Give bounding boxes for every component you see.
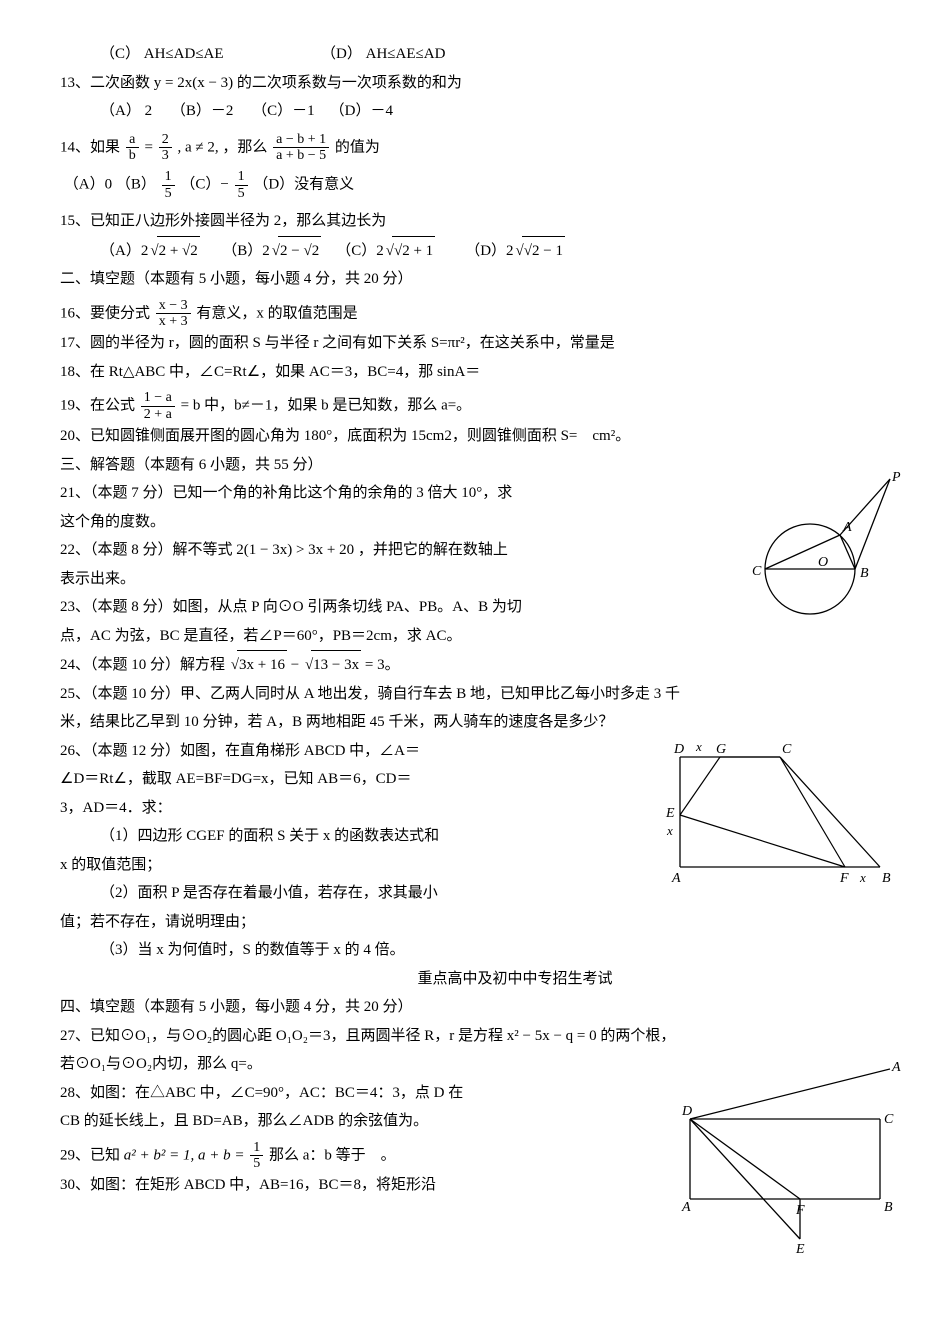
q15-stem: 15、已知正八边形外接圆半径为 2，那么其边长为 — [60, 207, 890, 236]
q25a: 25、（本题 10 分）甲、乙两人同时从 A 地出发，骑自行车去 B 地，已知甲… — [60, 680, 890, 709]
q14-frac3: a − b + 1a + b − 5 — [273, 132, 329, 164]
q19: 19、在公式 1 − a2 + a = b 中，b≠－1，如果 b 是已知数，那… — [60, 390, 890, 422]
q30: 30、如图：在矩形 ABCD 中，AB=16，BC＝8，将矩形沿 — [60, 1171, 890, 1200]
q13-c: （C）－1 — [252, 103, 315, 119]
q15-c-pre: （C） — [336, 243, 376, 259]
q20: 20、已知圆锥侧面展开图的圆心角为 180°，底面积为 15cm2，则圆锥侧面积… — [60, 422, 890, 451]
q19-lead: 19、在公式 — [60, 398, 135, 414]
q26f: （2）面积 P 是否存在着最小值，若存在，求其最小 — [60, 879, 890, 908]
q14-c: （C）− — [180, 177, 228, 193]
q13-stem: 13、二次函数 y = 2x(x − 3) 的二次项系数与一次项系数的和为 — [60, 69, 890, 98]
q19-frac: 1 − a2 + a — [141, 390, 175, 422]
q14-mid: ，那么 — [222, 139, 267, 155]
q14-a: （A）0 — [64, 177, 112, 193]
q26e: x 的取值范围； — [60, 851, 890, 880]
q29-expr: a² + b² = 1, a + b = — [124, 1147, 248, 1163]
q21b: 这个角的度数。 — [60, 508, 890, 537]
section-2: 二、填空题（本题有 5 小题，每小题 4 分，共 20 分） — [60, 265, 890, 294]
q26h: （3）当 x 为何值时，S 的数值等于 x 的 4 倍。 — [60, 936, 890, 965]
q15-b-sqrt: 2 − √2 — [272, 236, 321, 266]
q15-a-sqrt: 2 + √2 — [150, 236, 199, 266]
q14-frac1: ab — [126, 132, 139, 164]
q15-options: （A）22 + √2 （B）22 − √2 （C）2√2 + 1 （D）2√2 … — [60, 236, 890, 266]
q14-options: （A）0 （B） 15 （C）− 15 （D）没有意义 — [60, 169, 890, 201]
q13-a: （A） 2 — [100, 103, 152, 119]
q21a: 21、（本题 7 分）已知一个角的补角比这个角的余角的 3 倍大 10°，求 — [60, 479, 890, 508]
svg-text:A: A — [681, 1200, 691, 1215]
q15-d-pre: （D） — [465, 243, 506, 259]
q16-tail: 有意义，x 的取值范围是 — [196, 305, 357, 321]
q14-stem: 14、如果 ab = 23 , a ≠ 2, ，那么 a − b + 1a + … — [60, 132, 890, 164]
q14-tail: 的值为 — [335, 139, 380, 155]
q24-r2: 13 − 3x — [305, 650, 361, 680]
q23b: 点，AC 为弦，BC 是直径，若∠P＝60°，PB＝2cm，求 AC。 — [60, 622, 890, 651]
svg-text:F: F — [795, 1203, 805, 1218]
q15-a-pre: （A） — [100, 243, 141, 259]
q14-eq: = — [145, 139, 157, 155]
q14-b-frac: 15 — [162, 169, 175, 201]
q24-r1: 3x + 16 — [231, 650, 287, 680]
q14-b: （B） — [116, 177, 156, 193]
q17: 17、圆的半径为 r，圆的面积 S 与半径 r 之间有如下关系 S=πr²，在这… — [60, 329, 890, 358]
q24: 24、（本题 10 分）解方程 3x + 16 − 13 − 3x = 3。 — [60, 650, 890, 680]
q12-options: （C） AH≤AD≤AE （D） AH≤AE≤AD — [60, 40, 890, 69]
q15-c-sqrt: √2 + 1 — [386, 236, 435, 266]
q18: 18、在 Rt△ABC 中，∠C=Rt∠，如果 AC＝3，BC=4，那 sinA… — [60, 358, 890, 387]
q14-frac2: 23 — [159, 132, 172, 164]
q29-lead: 29、已知 — [60, 1147, 120, 1163]
q13-b: （B）－2 — [171, 103, 234, 119]
title-2: 重点高中及初中中专招生考试 — [60, 965, 890, 994]
q14-lead: 14、如果 — [60, 139, 120, 155]
q24-lead: 24、（本题 10 分）解方程 — [60, 657, 225, 673]
q16-frac: x − 3x + 3 — [156, 298, 191, 330]
q15-b-pre: （B） — [222, 243, 262, 259]
q13-options: （A） 2 （B）－2 （C）－1 （D）－4 — [60, 97, 890, 126]
q29-frac: 15 — [250, 1140, 263, 1172]
q12-c: （C） AH≤AD≤AE — [100, 46, 224, 62]
q14-cond: , a ≠ 2, — [177, 139, 218, 155]
q28b: CB 的延长线上，且 BD=AB，那么∠ADB 的余弦值为。 — [60, 1107, 890, 1136]
q13-d: （D）－4 — [330, 103, 393, 119]
section-4: 四、填空题（本题有 5 小题，每小题 4 分，共 20 分） — [60, 993, 890, 1022]
q16: 16、要使分式 x − 3x + 3 有意义，x 的取值范围是 — [60, 298, 890, 330]
q28a: 28、如图：在△ABC 中，∠C=90°，AC：BC＝4：3，点 D 在 — [60, 1079, 890, 1108]
q27a: 27、已知⊙O₁，与⊙O₂的圆心距 O₁O₂＝3，且两圆半径 R，r 是方程 x… — [60, 1022, 890, 1051]
q22b: 表示出来。 — [60, 565, 890, 594]
q15-d-sqrt: √2 − 1 — [516, 236, 565, 266]
q26d: （1）四边形 CGEF 的面积 S 关于 x 的函数表达式和 — [60, 822, 890, 851]
q23a: 23、（本题 8 分）如图，从点 P 向⊙O 引两条切线 PA、PB。A、B 为… — [60, 593, 890, 622]
q16-lead: 16、要使分式 — [60, 305, 150, 321]
q26g: 值；若不存在，请说明理由； — [60, 908, 890, 937]
q14-d: （D）没有意义 — [253, 177, 354, 193]
q26b: ∠D＝Rt∠，截取 AE=BF=DG=x，已知 AB＝6，CD＝ — [60, 765, 890, 794]
svg-text:B: B — [884, 1200, 893, 1215]
svg-text:A: A — [891, 1060, 901, 1075]
q25b: 米，结果比乙早到 10 分钟，若 A，B 两地相距 45 千米，两人骑车的速度各… — [60, 708, 890, 737]
q26c: 3，AD＝4．求： — [60, 794, 890, 823]
q19-mid: = b 中，b≠－1，如果 b 是已知数，那么 a=。 — [181, 398, 472, 414]
q29: 29、已知 a² + b² = 1, a + b = 15 那么 a：b 等于 … — [60, 1140, 890, 1172]
q29-tail: 那么 a：b 等于 。 — [269, 1147, 396, 1163]
svg-text:P: P — [891, 470, 901, 485]
svg-text:E: E — [795, 1242, 805, 1257]
q14-c-frac: 15 — [235, 169, 248, 201]
q12-d: （D） AH≤AE≤AD — [321, 46, 445, 62]
q22a: 22、（本题 8 分）解不等式 2(1 − 3x) > 3x + 20 ，并把它… — [60, 536, 890, 565]
q26a: 26、（本题 12 分）如图，在直角梯形 ABCD 中，∠A＝ — [60, 737, 890, 766]
